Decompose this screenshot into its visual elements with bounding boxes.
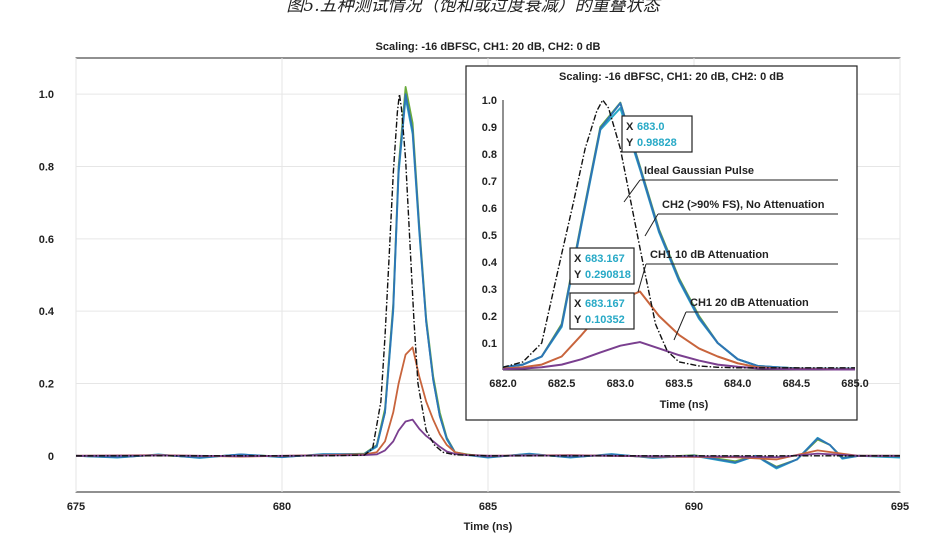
main-series-line-purple xyxy=(75,418,900,459)
inset-x-tick-label: 683.0 xyxy=(607,378,635,390)
main-y-tick-label: 0.8 xyxy=(39,162,54,174)
main-chart-title: Scaling: -16 dBFSC, CH1: 20 dB, CH2: 0 d… xyxy=(376,41,601,53)
inset-y-tick-label: 0.1 xyxy=(482,338,497,350)
main-x-axis-label: Time (ns) xyxy=(464,521,513,533)
cursor-x-label: X xyxy=(574,253,582,265)
inset-x-tick-label: 684.5 xyxy=(783,378,811,390)
inset-series-label-leader xyxy=(673,311,687,341)
inset-y-tick-label: 1.0 xyxy=(482,95,497,107)
main-y-tick-label: 0.4 xyxy=(39,306,55,318)
inset-y-tick-label: 0.4 xyxy=(482,257,498,269)
main-y-tick-label: 0.6 xyxy=(39,234,54,246)
cursor-readout-box xyxy=(569,292,635,330)
inset-chart: Scaling: -16 dBFSC, CH1: 20 dB, CH2: 0 d… xyxy=(465,65,869,421)
inset-series-label: CH2 (>90% FS), No Attenuation xyxy=(662,199,825,211)
main-x-tick-label: 685 xyxy=(479,501,497,513)
inset-x-tick-label: 684.0 xyxy=(724,378,752,390)
inset-series-label: CH1 10 dB Attenuation xyxy=(650,249,769,261)
cursor-y-label: Y xyxy=(574,269,582,281)
main-x-tick-label: 695 xyxy=(891,501,909,513)
main-y-tick-label: 0 xyxy=(48,451,54,463)
cursor-y-value: 0.10352 xyxy=(585,314,625,326)
inset-y-tick-label: 0.6 xyxy=(482,203,497,215)
inset-y-tick-label: 0.2 xyxy=(482,311,497,323)
inset-x-tick-label: 683.5 xyxy=(665,378,693,390)
inset-y-tick-label: 0.9 xyxy=(482,122,497,134)
cursor-y-label: Y xyxy=(574,314,582,326)
cursor-x-value: 683.167 xyxy=(585,253,625,265)
cursor-x-label: X xyxy=(574,298,582,310)
inset-x-axis-label: Time (ns) xyxy=(660,399,709,411)
inset-y-tick-label: 0.5 xyxy=(482,230,497,242)
inset-chart-title: Scaling: -16 dBFSC, CH1: 20 dB, CH2: 0 d… xyxy=(559,71,784,83)
cursor-x-value: 683.0 xyxy=(637,121,665,133)
cursor-y-value: 0.98828 xyxy=(637,137,677,149)
main-y-tick-label: 1.0 xyxy=(39,89,54,101)
main-x-tick-label: 675 xyxy=(67,501,85,513)
cursor-readout-box xyxy=(569,247,635,285)
figure-caption: 图5.五种测试情况（饱和或过度衰减）的重叠状态 xyxy=(286,0,660,16)
inset-y-tick-label: 0.3 xyxy=(482,284,497,296)
inset-y-tick-label: 0.8 xyxy=(482,149,497,161)
inset-series-line-black xyxy=(502,99,855,369)
cursor-readout-box xyxy=(621,115,693,153)
inset-x-tick-label: 682.5 xyxy=(548,378,576,390)
inset-series-label-leader xyxy=(644,213,659,237)
main-x-tick-label: 680 xyxy=(273,501,291,513)
main-y-tick-label: 0.2 xyxy=(39,379,54,391)
inset-series-line-purple xyxy=(502,341,855,371)
inset-x-tick-label: 682.0 xyxy=(489,378,517,390)
main-series-line-black xyxy=(76,93,900,457)
cursor-y-label: Y xyxy=(626,137,634,149)
inset-series-label-leader xyxy=(637,263,647,293)
cursor-x-label: X xyxy=(626,121,634,133)
main-x-tick-label: 690 xyxy=(685,501,703,513)
inset-series-label: CH1 20 dB Attenuation xyxy=(690,297,809,309)
inset-y-tick-label: 0.7 xyxy=(482,176,497,188)
cursor-y-value: 0.290818 xyxy=(585,269,631,281)
inset-x-tick-label: 685.0 xyxy=(841,378,869,390)
inset-series-label-leader xyxy=(623,179,641,203)
inset-series-label: Ideal Gaussian Pulse xyxy=(644,165,754,177)
cursor-x-value: 683.167 xyxy=(585,298,625,310)
